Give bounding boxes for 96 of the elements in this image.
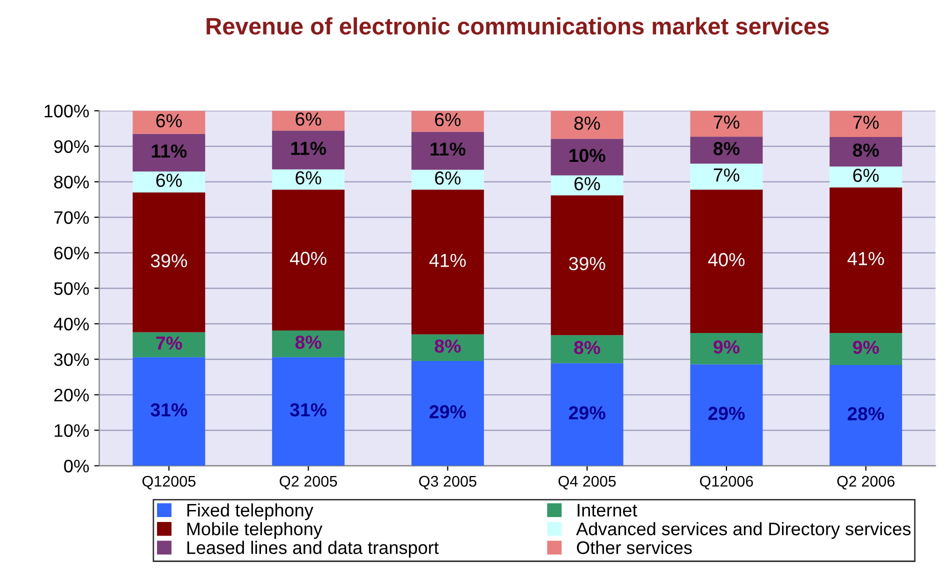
bar <box>550 195 624 336</box>
legend-label: Leased lines and data transport <box>187 540 439 558</box>
legend-label: Fixed telephony <box>187 503 314 520</box>
bar <box>550 175 624 196</box>
data-label: 7% <box>714 116 740 129</box>
data-label: 6% <box>156 174 182 187</box>
y-tick-label: 50% <box>54 282 89 295</box>
bar <box>132 171 206 192</box>
x-tick-label: Q4 2005 <box>558 476 616 490</box>
data-label: 31% <box>290 403 327 417</box>
bar <box>411 170 484 190</box>
legend-label: Internet <box>578 504 638 517</box>
data-label: 8% <box>574 340 600 354</box>
data-label: 40% <box>290 252 326 266</box>
bar <box>411 361 484 466</box>
bar <box>132 332 206 358</box>
data-label: 39% <box>569 256 606 270</box>
bar <box>830 332 902 365</box>
data-label: 9% <box>852 340 879 354</box>
bar <box>690 364 763 466</box>
legend-label: Other services <box>576 540 692 554</box>
x-tick-label: Q12005 <box>142 476 196 490</box>
data-label: 11% <box>152 144 187 158</box>
data-label: 9% <box>714 340 740 354</box>
y-tick-label: 80% <box>54 176 89 188</box>
y-tick-label: 90% <box>54 140 89 153</box>
data-label: 6% <box>435 171 461 185</box>
bar <box>550 138 624 176</box>
bar <box>132 192 206 332</box>
bar <box>830 187 902 333</box>
bar <box>830 364 902 466</box>
data-label: 29% <box>708 406 745 420</box>
x-tick-label: Q3 2005 <box>419 476 476 490</box>
y-tick-label: 20% <box>54 388 89 402</box>
data-label: 8% <box>714 142 740 156</box>
data-label: 7% <box>714 168 740 182</box>
data-label: 6% <box>435 112 461 126</box>
data-label: 28% <box>848 407 884 420</box>
data-label: 11% <box>291 142 326 155</box>
y-tick-label: 10% <box>54 424 89 437</box>
bar <box>550 335 624 364</box>
bar <box>411 334 484 362</box>
bar <box>411 132 484 170</box>
bar <box>830 137 902 166</box>
legend-label: Mobile telephony <box>187 522 322 539</box>
data-label: 29% <box>430 405 466 418</box>
data-label: 8% <box>295 336 322 349</box>
bar <box>550 363 624 466</box>
bar <box>272 110 345 131</box>
bar <box>411 190 484 334</box>
bar <box>550 110 624 139</box>
bar <box>132 357 206 466</box>
bar <box>132 110 206 134</box>
data-label: 6% <box>156 114 182 128</box>
y-tick-label: 0% <box>64 460 89 472</box>
bar <box>272 169 345 190</box>
x-tick-label: Q2 2006 <box>837 476 894 490</box>
data-label: 7% <box>156 336 182 350</box>
bar <box>690 332 763 364</box>
data-label: 11% <box>430 142 466 156</box>
bar <box>690 136 763 164</box>
bar <box>690 190 763 333</box>
x-tick-label: Q2 2005 <box>280 476 337 490</box>
data-label: 7% <box>853 116 879 129</box>
bar <box>272 130 345 170</box>
x-tick-label: Q12006 <box>700 476 753 490</box>
data-label: 31% <box>150 403 188 417</box>
y-tick-label: 100% <box>44 104 89 118</box>
bar <box>830 166 902 188</box>
data-label: 40% <box>708 253 745 266</box>
bar <box>411 110 484 132</box>
data-label: 6% <box>853 168 879 182</box>
bar <box>132 134 206 172</box>
y-tick-label: 30% <box>54 353 89 366</box>
bar <box>272 190 345 331</box>
bar <box>690 164 763 190</box>
data-label: 10% <box>570 148 606 162</box>
bar <box>830 110 902 138</box>
data-label: 6% <box>296 171 322 184</box>
bar <box>272 330 345 358</box>
bar <box>690 110 763 137</box>
chart-title: Revenue of electronic communications market services <box>206 17 829 35</box>
data-label: 6% <box>296 112 322 126</box>
bar <box>272 357 345 466</box>
data-label: 29% <box>568 406 606 420</box>
data-label: 8% <box>434 339 461 353</box>
data-label: 8% <box>574 116 600 130</box>
y-tick-label: 70% <box>54 211 89 224</box>
legend-label: Advanced services and Directory services <box>576 522 911 539</box>
y-tick-label: 60% <box>54 246 89 260</box>
data-label: 39% <box>150 254 188 268</box>
data-label: 41% <box>429 254 466 267</box>
data-label: 41% <box>848 252 884 266</box>
data-label: 8% <box>852 144 879 157</box>
y-tick-label: 40% <box>54 318 89 330</box>
data-label: 6% <box>574 177 600 190</box>
